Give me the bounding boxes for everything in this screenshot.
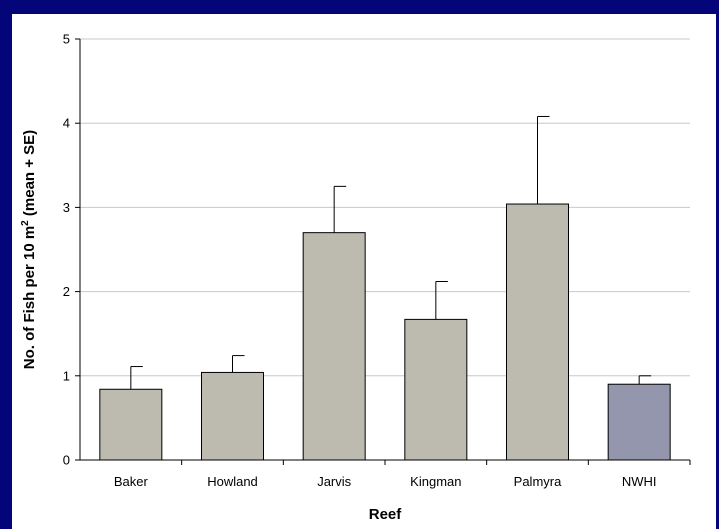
- x-tick-label: NWHI: [622, 474, 657, 489]
- bar-chart: 0 1 2 3 4 5 Baker Howland Jarvis Kingman Palmyra N…: [20, 32, 691, 523]
- y-tick-label: 4: [63, 116, 70, 131]
- y-tick-label: 3: [63, 200, 70, 215]
- axes: [75, 38, 691, 465]
- bar-palmyra: [506, 203, 569, 461]
- x-tick-label: Kingman: [410, 474, 461, 489]
- y-tick-label: 2: [63, 284, 70, 299]
- y-axis-title-superscript: 2: [20, 220, 31, 226]
- bar-baker: [99, 388, 163, 461]
- x-tick-label: Baker: [114, 474, 149, 489]
- y-tick-label: 5: [63, 32, 70, 47]
- bars: [99, 203, 671, 461]
- x-tick-label: Palmyra: [514, 474, 562, 489]
- x-tick-label: Howland: [207, 474, 258, 489]
- y-axis-title-tail: (mean + SE): [21, 130, 38, 220]
- bar-kingman: [404, 318, 468, 461]
- chart-frame: 0 1 2 3 4 5 Baker Howland Jarvis Kingman Palmyra N…: [12, 14, 716, 529]
- x-axis-title: Reef: [369, 506, 403, 523]
- y-tick-label: 1: [63, 368, 70, 383]
- y-axis-title-main: No. of Fish per 10 m: [21, 226, 38, 369]
- x-tick-labels: Baker Howland Jarvis Kingman Palmyra NWHI: [114, 474, 657, 489]
- bar-nwhi: [607, 383, 671, 461]
- gridlines: [80, 38, 690, 377]
- y-tick-labels: 0 1 2 3 4 5: [63, 32, 70, 468]
- x-tick-label: Jarvis: [317, 474, 351, 489]
- bar-jarvis: [302, 232, 366, 461]
- bar-howland: [201, 371, 264, 461]
- y-axis-title: No. of Fish per 10 m2 (mean + SE): [20, 130, 38, 369]
- error-bars: [130, 115, 652, 390]
- y-tick-label: 0: [63, 453, 70, 468]
